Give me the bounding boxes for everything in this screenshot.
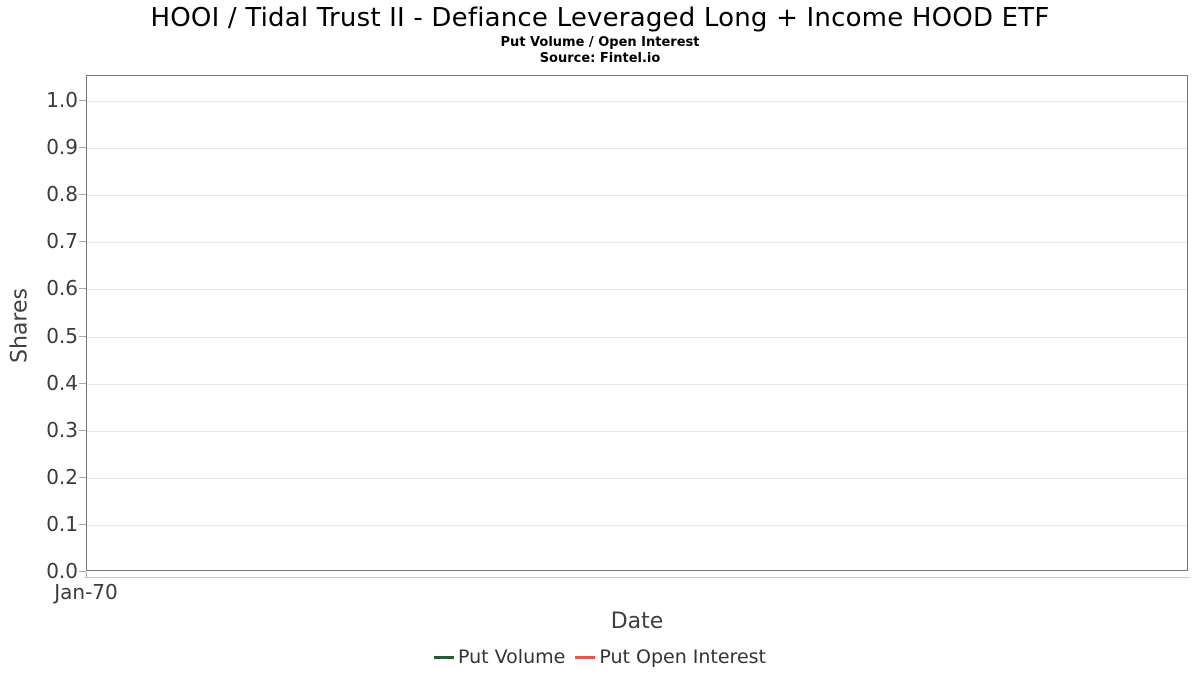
y-axis-title: Shares bbox=[7, 288, 33, 363]
y-tick-mark bbox=[79, 100, 86, 101]
gridline bbox=[87, 477, 1187, 479]
y-tick-label: 0.5 bbox=[46, 323, 78, 348]
y-tick-mark bbox=[79, 147, 86, 149]
gridline bbox=[87, 524, 1187, 526]
gridline bbox=[87, 148, 1187, 150]
legend-label: Put Volume bbox=[458, 646, 566, 668]
legend-line-icon bbox=[575, 655, 596, 659]
chart-subtitle: Put Volume / Open Interest bbox=[500, 35, 700, 50]
gridline bbox=[87, 383, 1187, 385]
x-axis-title: Date bbox=[610, 609, 664, 634]
chart-title: HOOI / Tidal Trust II - Defiance Leverag… bbox=[150, 3, 1050, 33]
y-tick-label: 0.3 bbox=[46, 417, 78, 442]
y-tick-label: 0.9 bbox=[46, 135, 78, 160]
y-tick-label: 0.2 bbox=[46, 464, 78, 489]
plot-area bbox=[86, 75, 1188, 571]
y-tick-mark bbox=[79, 194, 86, 196]
legend: Put Volume Put Open Interest bbox=[0, 646, 1200, 668]
legend-item-put-volume[interactable]: Put Volume bbox=[434, 646, 565, 668]
gridline bbox=[87, 195, 1187, 197]
y-tick-mark bbox=[79, 288, 86, 290]
gridline bbox=[87, 101, 1187, 102]
y-tick-mark bbox=[79, 476, 86, 478]
x-tick-label: Jan-70 bbox=[54, 580, 118, 604]
y-tick-label: 0.6 bbox=[46, 276, 78, 301]
legend-item-put-open-interest[interactable]: Put Open Interest bbox=[575, 646, 766, 668]
gridline bbox=[87, 242, 1187, 244]
y-tick-label: 0.4 bbox=[46, 370, 78, 395]
gridline bbox=[87, 289, 1187, 291]
chart-source: Source: Fintel.io bbox=[539, 51, 661, 66]
legend-line-icon bbox=[434, 655, 454, 659]
y-tick-label: 1.0 bbox=[46, 88, 78, 112]
y-tick-mark bbox=[79, 335, 86, 337]
y-tick-label: 0.1 bbox=[46, 511, 78, 536]
y-tick-mark bbox=[79, 523, 86, 525]
x-axis-line bbox=[84, 577, 1190, 578]
gridline bbox=[87, 430, 1187, 432]
y-tick-mark bbox=[79, 382, 86, 384]
x-tick-mark bbox=[86, 572, 87, 577]
y-tick-label: 0.0 bbox=[46, 559, 78, 583]
y-tick-mark bbox=[79, 429, 86, 431]
y-tick-mark bbox=[79, 241, 86, 243]
y-tick-mark bbox=[79, 571, 86, 572]
y-tick-label: 0.8 bbox=[46, 182, 78, 207]
legend-label: Put Open Interest bbox=[599, 646, 766, 668]
gridline bbox=[87, 336, 1187, 338]
y-tick-label: 0.7 bbox=[46, 229, 78, 254]
